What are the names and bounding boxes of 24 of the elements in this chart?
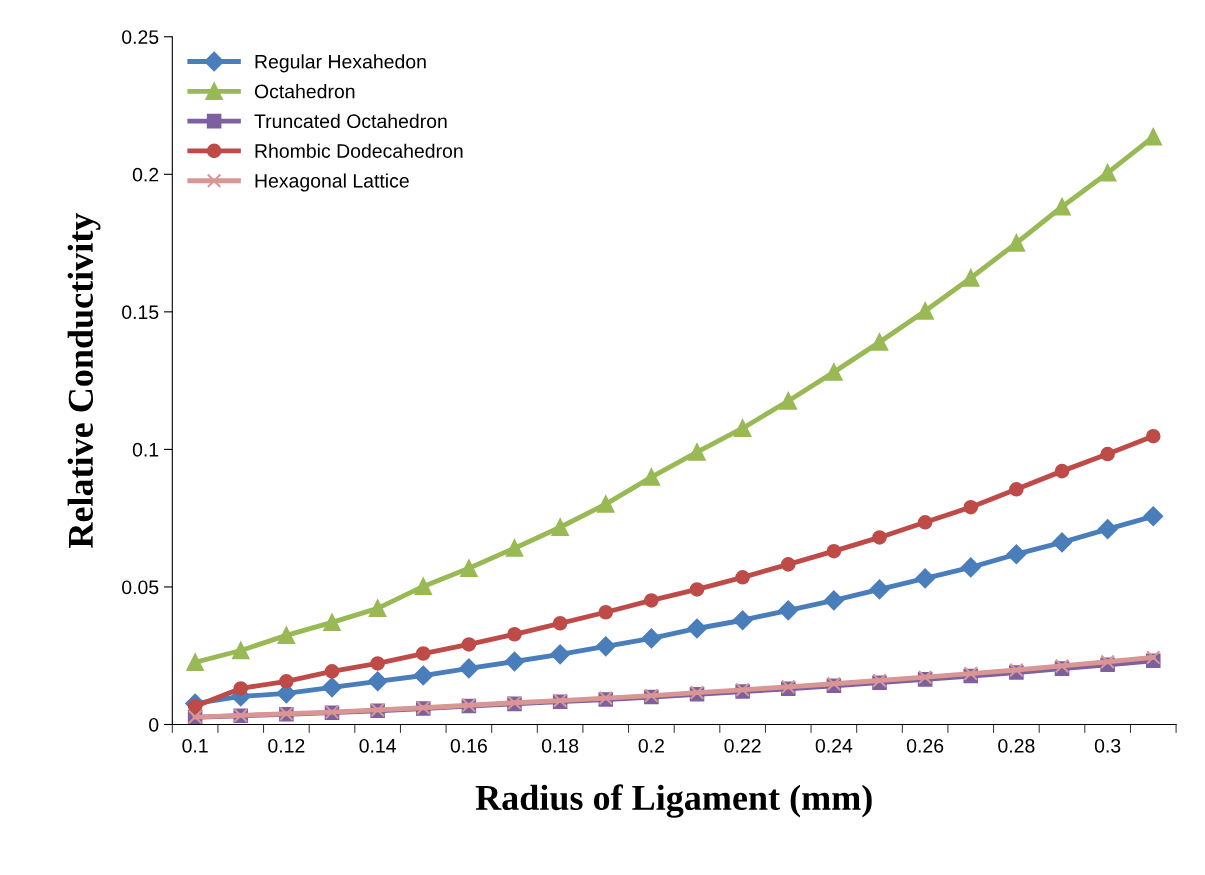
y-tick-label: 0.15 <box>122 305 159 320</box>
x-tick-label: 0.18 <box>541 738 579 753</box>
x-tick-label: 0.22 <box>724 738 761 753</box>
x-tick-label: 0.16 <box>450 738 487 753</box>
y-tick-label: 0 <box>149 717 159 732</box>
legend-label: Truncated Octahedron <box>254 113 447 129</box>
legend-label: Hexagonal Lattice <box>255 173 409 192</box>
x-tick-label: 0.1 <box>182 738 208 753</box>
x-axis-title: Radius of Ligament (mm) <box>475 784 872 818</box>
y-tick-label: 0.2 <box>132 167 159 182</box>
y-tick-label: 0.1 <box>132 442 159 457</box>
x-tick-label: 0.28 <box>998 738 1035 753</box>
y-tick-label: 0.05 <box>122 580 159 595</box>
y-tick-label: 0.25 <box>122 30 159 44</box>
legend-label: Regular Hexahedon <box>255 54 426 73</box>
x-tick-label: 0.14 <box>359 738 396 753</box>
y-axis-title: Relative Conductivity <box>67 212 101 549</box>
legend-label: Octahedron <box>254 84 355 99</box>
legend-label: Rhombic Dodecahedron <box>255 143 463 158</box>
x-tick-label: 0.2 <box>638 738 664 753</box>
x-tick-label: 0.3 <box>1094 738 1121 753</box>
x-tick-label: 0.12 <box>268 738 305 753</box>
x-tick-label: 0.26 <box>906 738 944 753</box>
x-tick-label: 0.24 <box>815 738 853 753</box>
